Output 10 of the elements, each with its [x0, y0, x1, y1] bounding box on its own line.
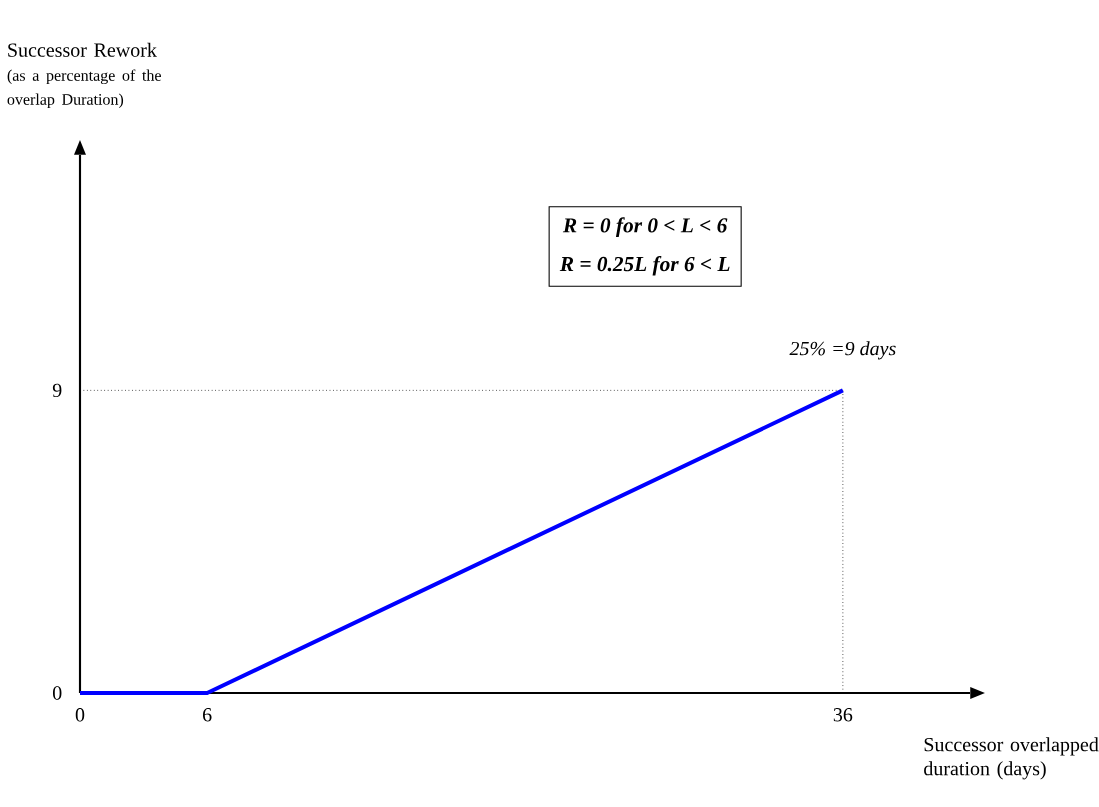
annotation: R = 0 for 0 < L < 6	[562, 217, 728, 237]
annotation: 25% =9 days	[789, 341, 896, 360]
x-tick-label: 36	[833, 708, 853, 722]
x-tick-label: 6	[203, 708, 212, 722]
y-tick-label: 9	[52, 383, 62, 398]
annotation: R = 0.25L for 6 < L	[559, 256, 730, 276]
text: (as a percentage of the overlap Duration)	[7, 69, 161, 109]
x-tick-label: 0	[75, 708, 85, 722]
y-axis-title: Successor Rework	[8, 42, 157, 57]
x-axis-title: Successor overlapped duration (days)	[924, 737, 1099, 780]
